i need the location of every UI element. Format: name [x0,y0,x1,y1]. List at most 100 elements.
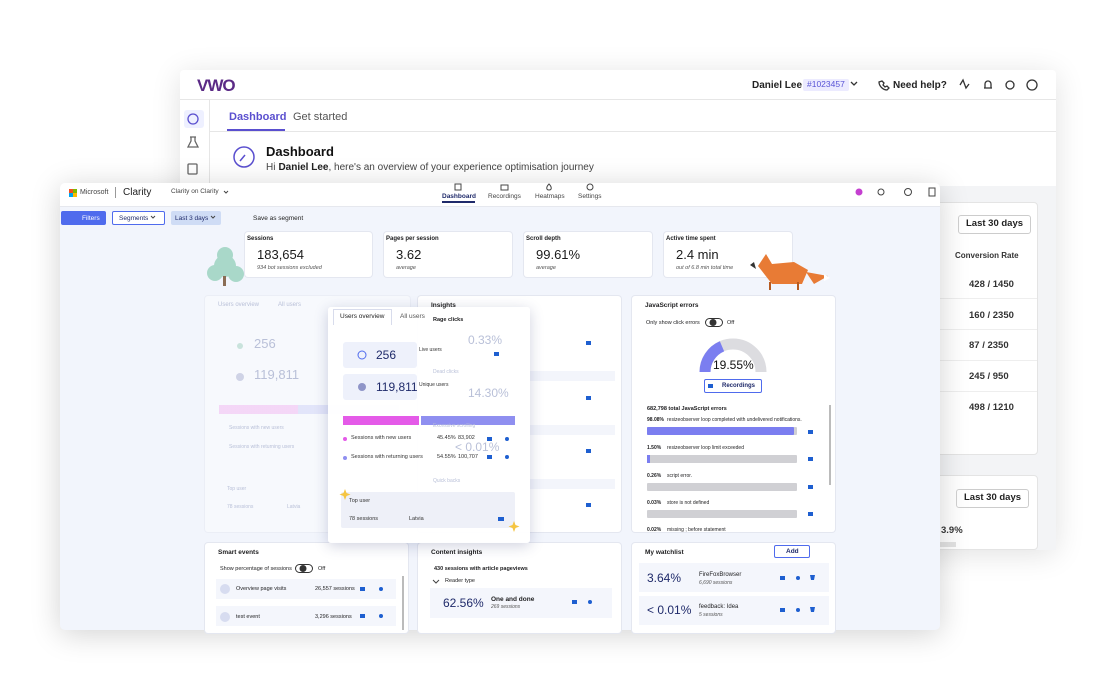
js-errors-button: Recordings [722,383,756,389]
clarity-header [60,183,940,207]
js-errors-toggle-label: Only show click errors [646,320,700,326]
events-name: test event [236,614,260,620]
users-tabs: All users [278,302,302,308]
errors-pct: 0.03% [647,500,662,506]
vwo-tabs: Dashboard [229,111,287,123]
users-unique-value: 119,811 [254,367,300,382]
toolbar-filters: Filters [82,215,100,222]
vwo-sidebar-active [184,110,204,128]
segments-button[interactable] [112,211,165,225]
users-tabs: Users overview [218,302,260,308]
items-value: 14.30% [468,386,509,400]
table-rows: 87 / 2350 [969,340,1009,351]
errors-pct: 98.08% [647,417,664,423]
top-user-sessions: 78 sessions [227,504,254,510]
greeting-prefix: Hi [266,162,276,173]
js-errors-toggle-state: Off [727,320,735,326]
items-sessions: 5 sessions [699,612,723,618]
live-bg [343,342,417,368]
errors-pct: 1.50% [647,445,662,451]
metrics-sub: average [536,265,556,271]
filters-button[interactable] [61,211,106,225]
clarity-nav: Settings [578,193,602,200]
metric-card [524,232,652,277]
errors-message: resizeobserver loop completed with undel… [667,417,802,423]
js-errors-gauge: 19.55% [713,358,754,372]
greeting-name: Daniel Lee [278,162,329,173]
recordings-button[interactable] [704,379,762,393]
vwo-card2-bar [926,542,956,547]
tree [207,247,244,286]
clarity-project: Clarity on Clarity [171,188,219,195]
smart-events-title: Smart events [218,549,259,556]
table-rows: 245 / 950 [969,371,1009,382]
watchlist-title: My watchlist [645,549,684,556]
errors-message: script error. [667,473,693,479]
users-unique-value: 119,811 [376,380,418,394]
toolbar-range: Last 3 days [175,215,209,222]
top-user-box [341,492,515,528]
vwo-tab-underline [227,129,285,131]
split-bar-new [343,416,419,425]
clarity-nav: Recordings [488,193,521,200]
users-tabs: Users overview [340,313,385,320]
metric-card [245,232,372,277]
metrics-label: Pages per session [386,236,439,242]
range-button[interactable] [171,211,221,225]
rows-label: Sessions with returning users [351,454,423,460]
top-user-country: Latvia [287,504,301,510]
metrics-value: 99.61% [536,247,581,262]
vwo-logo: VWO [197,76,236,95]
clarity-brand: Microsoft [80,189,109,196]
top-user-label: Top user [349,498,371,504]
items-value: < 0.01% [647,603,692,617]
clarity-nav: Dashboard [442,193,476,200]
rows-label: Sessions with new users [229,425,284,431]
greeting-rest: , here's an overview of your experience … [328,162,594,173]
metrics-value: 2.4 min [676,247,719,262]
metrics-sub: out of 6.8 min total time [676,265,734,271]
users-unique-label: Unique users [419,382,449,388]
vwo-user: Daniel Lee [752,80,803,91]
items-name: feedback: Idea [699,604,739,610]
content-insights-title: Content insights [431,549,483,556]
events-name: Overview page visits [236,586,287,592]
items-sessions: 6,690 sessions [699,580,733,586]
toolbar-segments: Segments [119,215,149,222]
rows-count: 100,707 [458,454,478,460]
vwo-account-id: #1023457 [803,79,849,91]
content-insights-summary: 430 sessions with article pageviews [434,566,528,572]
items-value: 3.64% [647,571,682,585]
items-label: Dead clicks [433,369,459,375]
content-insights-label: One and done [491,596,535,603]
smart-events-toggle-state: Off [318,566,326,572]
table-column: Conversion Rate [955,251,1019,260]
smart-events-toggle-label: Show percentage of sessions [220,566,292,572]
popup-tab-active [333,309,392,325]
vwo-help: Need help? [893,80,947,91]
content-insights-sessions: 269 sessions [491,604,521,610]
rows-pct: 54.55% [437,454,456,460]
clarity-product: Clarity [123,187,152,198]
metric-card [384,232,512,277]
users-live-value: 256 [254,336,276,351]
table-rows: 428 / 1450 [969,279,1014,290]
rows-count: 83,902 [458,435,475,441]
vwo-heading: Dashboard [266,144,334,159]
content-insights-group: Reader type [445,578,475,584]
table-range: Last 30 days [958,215,1032,234]
insights-title: Insights [431,302,456,309]
scrollbar [402,576,404,630]
errors-message: resizeobserver loop limit exceeded [667,445,744,451]
rows-label: Sessions with new users [351,435,412,441]
content-insights-value: 62.56% [443,596,484,610]
items-name: FireFoxBrowser [699,572,742,578]
errors-pct: 0.02% [647,527,662,533]
add-button[interactable] [774,545,810,558]
vwo-tabs-border [210,131,1056,132]
items-label: Quick backs [433,478,461,484]
dot-returning [343,456,347,460]
fox [750,254,830,290]
metrics-label: Scroll depth [526,236,561,242]
